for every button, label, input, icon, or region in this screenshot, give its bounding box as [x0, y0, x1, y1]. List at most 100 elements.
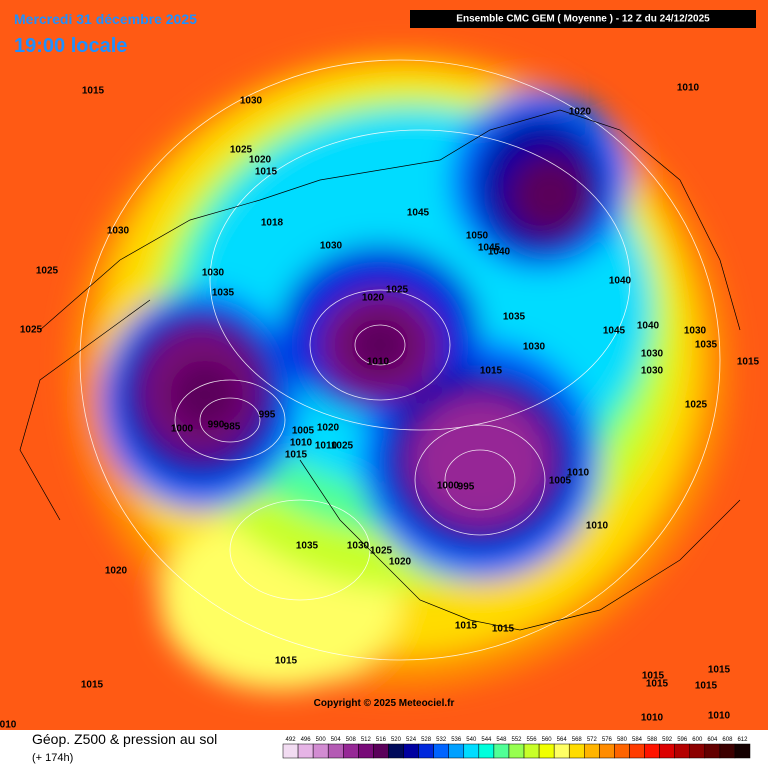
- scale-swatch: [614, 743, 630, 759]
- scale-swatch: [704, 743, 721, 759]
- isobar-label: 1015: [480, 366, 503, 377]
- scale-label: 532: [436, 737, 447, 743]
- scale-swatch: [433, 743, 449, 759]
- isobar-label: 1020: [249, 155, 272, 166]
- scale-swatch: [478, 743, 495, 759]
- scale-swatch: [448, 743, 465, 759]
- isobar-label: 1025: [685, 400, 708, 411]
- scale-label: 568: [572, 737, 583, 743]
- isobar-label: 1040: [609, 276, 632, 287]
- isobar-label: 1045: [603, 326, 626, 337]
- scale-label: 524: [406, 737, 417, 743]
- scale-swatch: [584, 743, 600, 759]
- isobar-label: 1015: [82, 86, 105, 97]
- isobar-label: 1025: [36, 266, 59, 277]
- isobar-label: 985: [224, 422, 241, 433]
- scale-label: 504: [331, 737, 342, 743]
- isobar-label: 1040: [637, 321, 660, 332]
- scale-label: 528: [421, 737, 432, 743]
- isobar-label: 1030: [641, 349, 664, 360]
- scale-swatch: [599, 743, 615, 759]
- scale-label: 580: [617, 737, 628, 743]
- isobar-label: 1020: [362, 293, 385, 304]
- isobar-label: 1025: [370, 546, 393, 557]
- isobar-label: 1010: [708, 711, 731, 722]
- scale-swatch: [644, 743, 660, 759]
- scale-swatch: [538, 743, 555, 759]
- isobar-lines: [79, 59, 721, 661]
- scale-swatch: [674, 743, 690, 759]
- scale-swatch: [358, 743, 374, 759]
- scale-swatch: [327, 743, 344, 759]
- isobar-label: 1015: [285, 450, 308, 461]
- isobar-label: 1035: [296, 541, 319, 552]
- scale-label: 492: [286, 737, 297, 743]
- isobar-label: 1010: [677, 83, 700, 94]
- scale-label: 556: [527, 737, 538, 743]
- model-info: Ensemble CMC GEM ( Moyenne ) - 12 Z du 2…: [456, 14, 710, 25]
- isobar-label: 1010: [315, 441, 338, 452]
- isobar-label: 1025: [331, 441, 354, 452]
- isobar-label: 1020: [389, 557, 412, 568]
- scale-swatch: [373, 743, 389, 759]
- scale-swatch: [659, 743, 675, 759]
- isobar-label: 1018: [261, 218, 284, 229]
- scale-label: 508: [346, 737, 357, 743]
- isobar-label: 1035: [695, 340, 718, 351]
- isobar-label: 1020: [317, 423, 340, 434]
- forecast-lead: (+ 174h): [32, 752, 73, 764]
- isobar-label: 1010: [367, 357, 390, 368]
- isobar-label: 1030: [107, 226, 130, 237]
- scale-label: 588: [647, 737, 658, 743]
- scale-label: 564: [557, 737, 568, 743]
- isobar-label: 1030: [347, 541, 370, 552]
- isobar-label: 1025: [20, 325, 43, 336]
- isobar-label: 1015: [255, 167, 278, 178]
- scale-swatch: [719, 743, 736, 759]
- isobar-label: 1010: [567, 468, 590, 479]
- isobar-label: 1025: [386, 285, 409, 296]
- isobar-label: 1050: [466, 231, 489, 242]
- isobar-label: 1020: [105, 566, 128, 577]
- scale-swatch: [508, 743, 525, 759]
- scale-label: 512: [361, 737, 372, 743]
- isobar-label: 1010: [290, 438, 313, 449]
- scale-label: 572: [587, 737, 598, 743]
- model-banner: [410, 10, 756, 28]
- scale-swatch: [568, 743, 585, 759]
- scale-label: 496: [301, 737, 312, 743]
- scale-label: 608: [722, 737, 733, 743]
- isobar-label: 1015: [81, 680, 104, 691]
- isobar-label: 1015: [646, 679, 669, 690]
- scale-label: 612: [737, 737, 748, 743]
- isobar-label: 1000: [171, 424, 194, 435]
- scale-swatch: [403, 743, 419, 759]
- isobar-label: 1030: [684, 326, 707, 337]
- scale-swatch: [523, 743, 540, 759]
- isobar-label: 990: [208, 420, 225, 431]
- scale-label: 596: [677, 737, 688, 743]
- footer-title: Géop. Z500 & pression au sol: [32, 731, 217, 747]
- scale-swatch: [734, 743, 751, 759]
- isobar-label: 1030: [202, 268, 225, 279]
- isobar-label: 1015: [642, 671, 665, 682]
- isobar-label: 1010: [586, 521, 609, 532]
- scale-label: 604: [707, 737, 718, 743]
- scale-swatch: [388, 743, 404, 759]
- scale-label: 516: [376, 737, 387, 743]
- map: Ensemble CMC GEM ( Moyenne ) - 12 Z du 2…: [0, 0, 768, 730]
- scale-swatch: [282, 743, 299, 759]
- isobar-label: 1035: [212, 288, 235, 299]
- isobar-label: 1035: [503, 312, 526, 323]
- scale-label: 600: [692, 737, 703, 743]
- scale-swatch: [343, 743, 359, 759]
- scale-swatch: [629, 743, 645, 759]
- scale-label: 584: [632, 737, 643, 743]
- isobar-label: 1010: [641, 713, 664, 724]
- isobar-label: 1015: [695, 681, 718, 692]
- scale-label: 560: [542, 737, 553, 743]
- isobar-label: 1030: [240, 96, 263, 107]
- local-time: 19:00 locale: [14, 35, 127, 57]
- isobar-label: 1020: [569, 107, 592, 118]
